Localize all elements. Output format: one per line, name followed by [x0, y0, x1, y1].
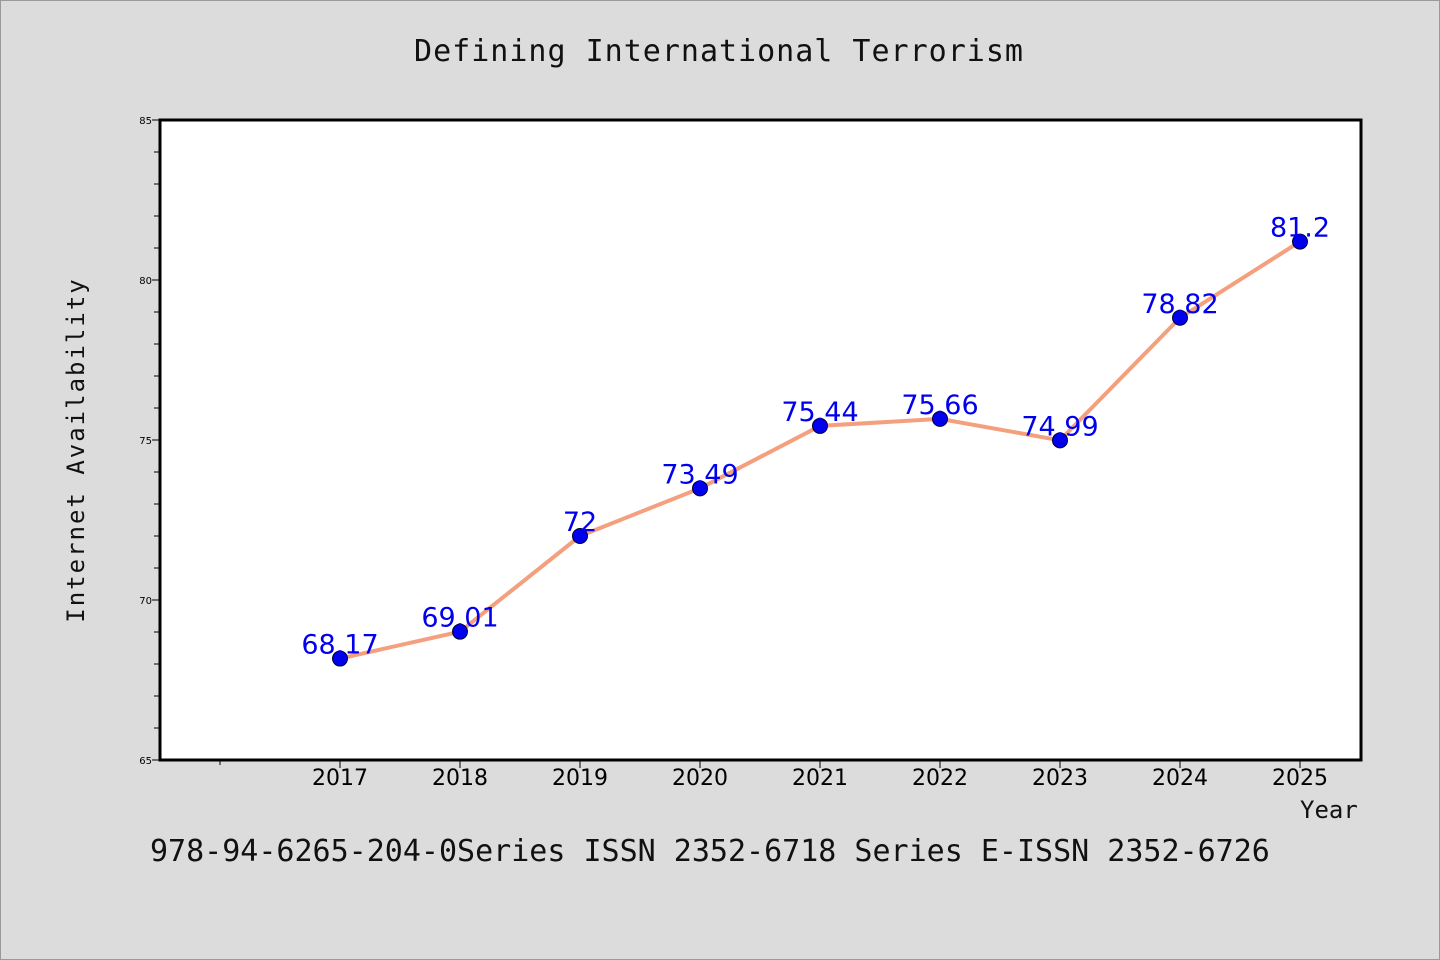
data-label: 74.99 — [1021, 411, 1098, 442]
data-label: 73.49 — [661, 459, 738, 490]
data-point — [452, 623, 468, 640]
y-tick-label: 70 — [139, 596, 152, 607]
data-label: 75.44 — [781, 397, 858, 428]
chart-title: Defining International Terrorism — [414, 34, 1024, 69]
x-tick-label: 2020 — [672, 766, 728, 791]
y-axis-ticks: 65 70 75 80 85 — [139, 116, 160, 767]
y-tick-label: 75 — [139, 436, 152, 447]
data-point — [1052, 432, 1068, 449]
x-tick-label: 2024 — [1152, 766, 1208, 791]
data-point — [812, 417, 828, 434]
x-tick-label: 2018 — [432, 766, 488, 791]
y-tick-label: 85 — [139, 116, 152, 127]
isbn-footnote: 978-94-6265-204-0Series ISSN 2352-6718 S… — [150, 834, 1270, 869]
series-layer: 68.17 69.01 72 73.49 75.44 75.66 74.99 78.82 81.… — [301, 213, 1330, 667]
y-tick-label: 65 — [139, 756, 152, 767]
x-tick-label: 2023 — [1032, 766, 1088, 791]
data-label: 72 — [563, 507, 597, 538]
data-point — [932, 410, 948, 427]
data-point — [572, 528, 588, 544]
y-tick-label: 80 — [139, 276, 152, 287]
x-tick-label: 2019 — [552, 766, 608, 791]
data-point — [692, 480, 708, 497]
data-point — [332, 650, 348, 667]
x-tick-label: 2017 — [312, 766, 368, 791]
x-axis-ticks: 2017 2018 2019 2020 2021 2022 2023 2024 2025 — [219, 760, 1328, 791]
x-tick-label: 2021 — [792, 766, 848, 791]
x-tick-label: 2025 — [1272, 766, 1328, 791]
data-label: 81.2 — [1270, 213, 1330, 244]
data-label: 75.66 — [901, 390, 978, 421]
data-label: 68.17 — [301, 630, 378, 661]
data-point — [1292, 233, 1308, 250]
data-label: 69.01 — [421, 603, 498, 634]
x-tick-label: 2022 — [912, 766, 968, 791]
data-label: 78.82 — [1141, 289, 1218, 320]
data-point — [1172, 309, 1188, 326]
x-axis-label: Year — [1300, 796, 1358, 824]
